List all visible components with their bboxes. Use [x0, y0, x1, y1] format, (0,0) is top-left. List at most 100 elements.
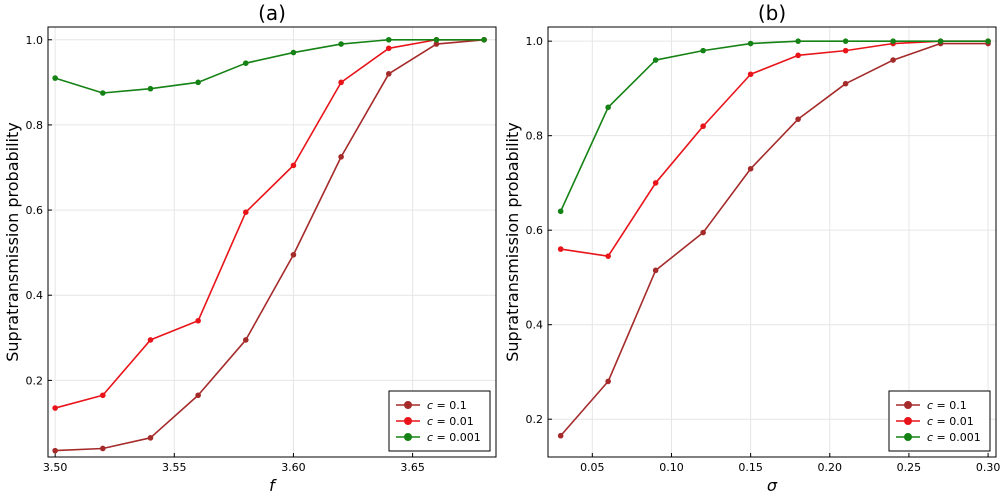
- panel-a-series-3-line: [54, 38, 485, 94]
- panel-a-y-tick-label: 1.0: [26, 34, 44, 47]
- panel-b-series: [557, 38, 991, 439]
- panel-a-series-2-point: [385, 45, 392, 52]
- panel-a-series-1-point: [195, 392, 201, 399]
- panel-b-y-tick-label: 0.8: [526, 130, 544, 143]
- panel-a-legend-value-3: 0.001: [449, 431, 481, 444]
- panel-b-legend-label-2: c = 0.01: [927, 415, 974, 428]
- panel-a: 3.50 3.55 3.60 3.65 0.2 0.4 0.6 0.8 1.0 (a) f Su…: [3, 1, 497, 495]
- panel-a-series-1-point: [52, 447, 58, 454]
- panel-b-y-tick-label: 1.0: [526, 35, 544, 48]
- panel-b-series-2-point: [605, 253, 611, 259]
- panel-b-y-tick-label: 0.2: [526, 413, 544, 426]
- panel-b-x-tick-label: 0.05: [580, 461, 605, 474]
- panel-b-series-3-point: [795, 38, 801, 44]
- panel-a-y-axis-label: Supratransmission probability: [3, 122, 22, 362]
- panel-b-legend-var-2: c: [927, 415, 933, 428]
- panel-a-legend-label-2: c = 0.01: [427, 415, 474, 428]
- panel-b-legend-var-3: c: [927, 431, 933, 444]
- panel-b-series-3-point: [700, 47, 706, 54]
- panel-a-series-3-point: [290, 49, 297, 56]
- panel-a-series-3-point: [385, 36, 392, 43]
- panel-b-series-1-point: [795, 116, 801, 122]
- panel-b-series-3-point: [652, 57, 659, 63]
- panel-a-legend-value-2: 0.01: [449, 415, 474, 428]
- panel-b-title: (b): [758, 1, 786, 25]
- panel-a-series-1-point: [147, 435, 154, 441]
- panel-a-series-1-point: [100, 445, 106, 452]
- panel-a-title: (a): [258, 1, 286, 25]
- panel-a-series-1-line: [55, 38, 485, 452]
- panel-a-x-tick-label: 3.65: [400, 461, 425, 474]
- panel-b-legend: c = 0.1 c = 0.01 c = 0.001: [888, 390, 991, 452]
- panel-b-series-3-point: [937, 38, 944, 44]
- panel-a-series-3-point: [338, 41, 344, 47]
- panel-b: 0.05 0.10 0.15 0.20 0.25 0.300.20.40.60.81.0 …: [503, 1, 1000, 495]
- panel-a-legend-entry-1: c = 0.1: [396, 399, 467, 412]
- panel-a-x-tick-label: 3.55: [162, 461, 187, 474]
- panel-b-series-3-point: [985, 38, 991, 44]
- panel-a-legend-var-1: c: [427, 399, 433, 412]
- panel-a-series-2-line: [54, 38, 485, 409]
- panel-a-legend-label-3: c = 0.001: [427, 431, 481, 444]
- panel-b-series-3-point: [842, 38, 849, 44]
- panel-b-legend-value-2: 0.01: [949, 415, 974, 428]
- panel-a-series-3-point: [100, 90, 106, 96]
- panel-b-series-2-point: [747, 71, 754, 78]
- panel-b-x-axis-label: σ: [767, 476, 778, 495]
- panel-b-ticks: 0.05 0.10 0.15 0.20 0.25 0.30 0.2 0.4 0.6 0.8 1.0: [526, 35, 1000, 474]
- panel-a-x-tick-label: 3.50: [43, 461, 68, 474]
- panel-b-gridlines: [548, 27, 996, 457]
- panel-b-legend-eq-1: =: [933, 399, 949, 412]
- panel-b-series-1-line: [560, 42, 989, 437]
- panel-b-series-2-point: [795, 52, 801, 59]
- panel-b-y-tick-label: 0.6: [526, 224, 544, 237]
- panel-a-series-3-point: [147, 85, 154, 92]
- panel-a-series-2-point: [147, 337, 154, 343]
- panel-a-legend-entry-3: c = 0.001: [396, 431, 481, 444]
- panel-a-series-3-point: [433, 36, 440, 43]
- panel-a-series-3-point: [195, 79, 201, 86]
- panel-b-legend-eq-2: =: [933, 415, 949, 428]
- panel-a-series-3-point: [242, 60, 249, 66]
- panel-b-legend-entry-3: c = 0.001: [896, 431, 981, 444]
- panel-b-series-2-point: [700, 123, 706, 130]
- panel-a-series-3-point: [481, 36, 487, 43]
- panel-b-series-2-point: [652, 180, 659, 186]
- panel-b-series-1-point: [747, 165, 754, 172]
- panel-b-series-1-point: [890, 57, 896, 63]
- panel-a-legend-marker-1: [404, 401, 412, 409]
- panel-a-legend-eq-3: =: [433, 431, 449, 444]
- panel-a-legend-marker-3: [404, 433, 412, 441]
- panel-a-legend-eq-1: =: [433, 399, 449, 412]
- panel-b-series-1-point: [652, 267, 659, 274]
- panel-a-y-tick-label: 0.6: [26, 204, 44, 217]
- panel-a-legend-var-2: c: [427, 415, 433, 428]
- panel-b-series-1-point: [842, 80, 849, 87]
- panel-b-frame: [547, 26, 997, 458]
- panel-a-legend-eq-2: =: [433, 415, 449, 428]
- panel-a-series-1-point: [433, 41, 440, 47]
- panel-b-legend-label-1: c = 0.1: [927, 399, 967, 412]
- panel-b-series-1-point: [605, 378, 611, 385]
- panel-a-x-tick-label: 3.60: [281, 461, 306, 474]
- panel-b-x-tick-label: 0.20: [818, 461, 843, 474]
- panel-b-series-3-line: [559, 40, 989, 212]
- panel-b-legend-entry-1: c = 0.1: [896, 399, 967, 412]
- panel-b-x-tick-label: 0.25: [897, 461, 922, 474]
- panel-a-x-axis-label: f: [269, 476, 277, 495]
- panel-b-series-3-point: [557, 208, 564, 215]
- panel-a-series-2-point: [290, 162, 297, 169]
- panel-b-legend-marker-3: [904, 433, 912, 441]
- panel-b-x-tick-label: 0.30: [976, 461, 1000, 474]
- panel-b-y-tick-label: 0.4: [526, 319, 544, 332]
- panel-a-legend-value-1: 0.1: [449, 399, 467, 412]
- panel-a-series: [52, 36, 487, 454]
- panel-b-legend-value-1: 0.1: [949, 399, 967, 412]
- panel-a-ticks: 3.50 3.55 3.60 3.65 0.2 0.4 0.6 0.8 1.0: [26, 34, 425, 474]
- panel-b-legend-marker-2: [904, 417, 912, 425]
- panel-a-series-2-point: [338, 79, 344, 86]
- panel-b-series-1-point: [557, 432, 564, 439]
- panel-b-series-1-point: [700, 229, 706, 236]
- panel-b-x-tick-label: 0.15: [738, 461, 763, 474]
- panel-b-legend-var-1: c: [927, 399, 933, 412]
